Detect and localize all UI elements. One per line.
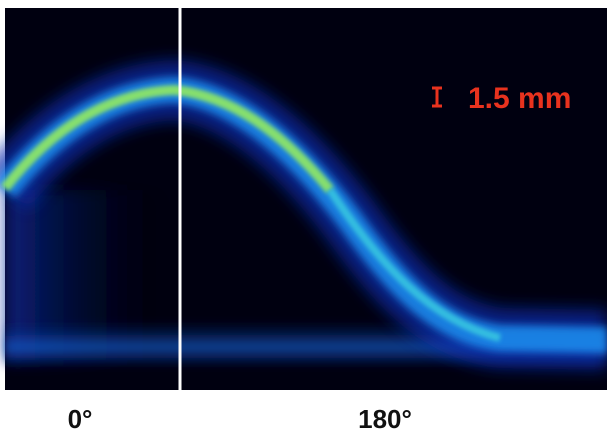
scale-bar <box>432 86 442 108</box>
angle-label: 180° <box>358 404 412 434</box>
scale-label: 1.5 mm <box>468 82 571 115</box>
angle-label: 0° <box>68 404 93 434</box>
image-area: 1.5 mm <box>0 8 607 390</box>
